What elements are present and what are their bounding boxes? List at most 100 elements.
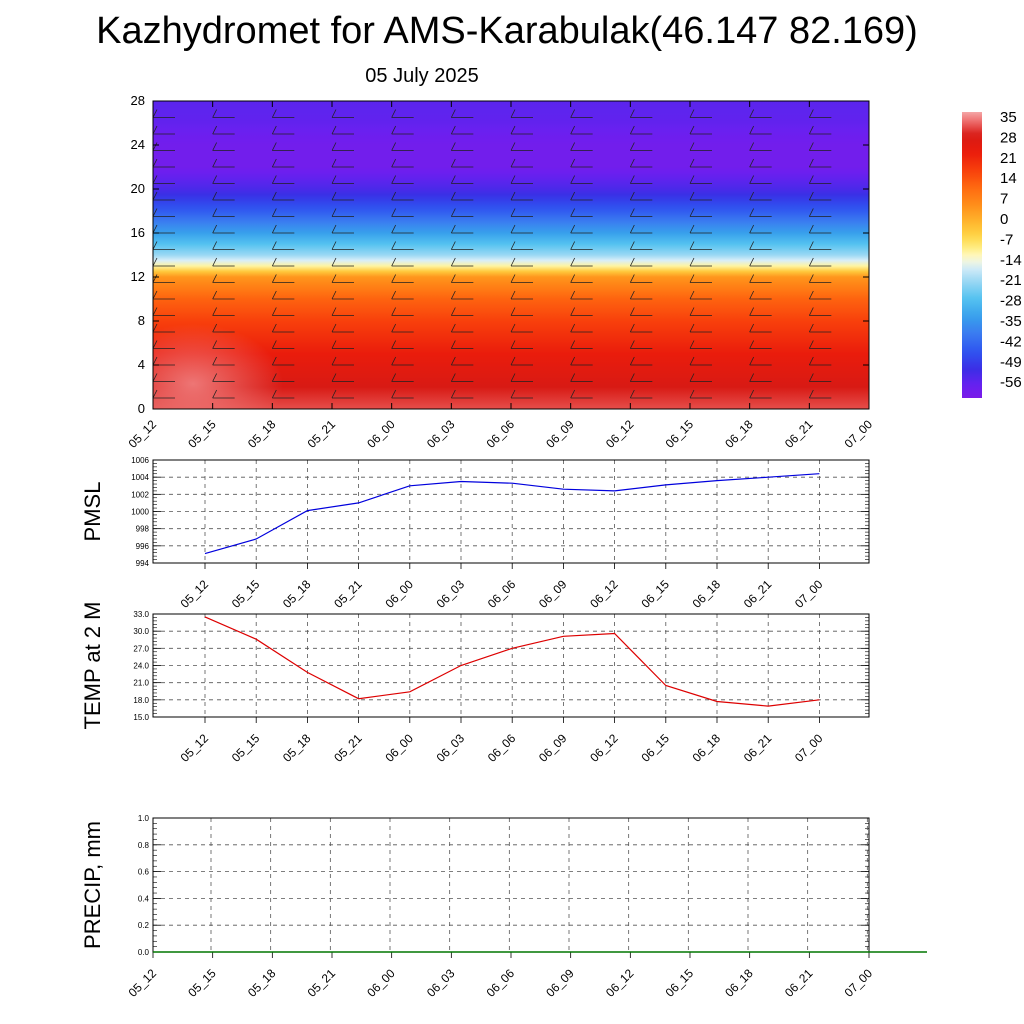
x-tick-label: 05_21 [305, 966, 339, 1000]
colorbar-label: 7 [1000, 191, 1008, 208]
wind-barb-flag [450, 109, 456, 118]
wind-barb-flag [749, 290, 755, 300]
wind-barb-flag [689, 373, 695, 382]
wind-barb-flag [212, 356, 218, 366]
wind-barb-flag [808, 109, 814, 118]
y-tick-label: 0.4 [138, 894, 150, 903]
y-tick-label: 1.0 [138, 814, 150, 823]
wind-barb-flag [271, 274, 277, 283]
wind-barb-flag [212, 158, 218, 168]
wind-barb-flag [749, 323, 755, 333]
colorbar-gradient [962, 112, 982, 398]
x-tick-label: 05_12 [126, 417, 160, 451]
wind-barb-flag [271, 109, 277, 118]
x-tick-label: 07_00 [792, 731, 826, 765]
wind-barb-flag [689, 274, 695, 283]
wind-barb-flag [689, 389, 695, 399]
wind-barb-flag [271, 208, 277, 217]
temp-panel: 15.0 18.0 21.0 24.0 27.0 30.0 33.0 05_12 05_15 05… [80, 602, 870, 765]
y-axis-label: PMSL [80, 482, 105, 542]
wind-barb-flag [868, 331, 869, 332]
x-tick-label: 07_00 [792, 577, 826, 611]
y-tick-label: 998 [136, 525, 150, 534]
wind-barb-flag [689, 257, 695, 267]
wind-barb-flag [450, 373, 456, 382]
x-tick-label: 06_09 [536, 577, 570, 611]
wind-barb-flag [629, 340, 635, 349]
wind-barb-flag [570, 290, 576, 300]
y-tick-label: 0.8 [138, 841, 150, 850]
x-tick-label: 05_21 [331, 731, 365, 765]
wind-barb-flag [570, 373, 576, 382]
wind-barb-flag [629, 323, 635, 333]
wind-barb-flag [391, 257, 397, 267]
wind-barb-flag [153, 373, 158, 382]
x-tick-label: 05_12 [178, 577, 212, 611]
wind-barb-flag [331, 356, 337, 366]
colorbar-label: -21 [1000, 272, 1022, 289]
wind-barb-flag [629, 224, 635, 234]
y-tick-label: 12 [131, 269, 145, 284]
x-tick-label: 06_15 [638, 577, 672, 611]
colorbar-label: -28 [1000, 293, 1022, 310]
wind-barb-flag [868, 265, 869, 266]
wind-barb-flag [391, 323, 397, 333]
wind-barb-flag [510, 307, 516, 316]
x-tick-label: 06_12 [587, 577, 621, 611]
wind-barb-flag [510, 191, 516, 201]
wind-barb-flag [510, 142, 516, 151]
wind-barb-flag [808, 175, 814, 184]
wind-barb-flag [271, 175, 277, 184]
wind-barb-flag [391, 356, 397, 366]
wind-barb-flag [570, 356, 576, 366]
wind-barb-flag [450, 257, 456, 267]
wind-barb-flag [570, 340, 576, 349]
x-tick-label: 06_03 [434, 577, 468, 611]
wind-barb-flag [450, 208, 456, 217]
x-tick-label: 06_15 [638, 731, 672, 765]
wind-barb-flag [749, 356, 755, 366]
wind-barb-flag [689, 290, 695, 300]
wind-barb-flag [153, 323, 158, 333]
wind-barb-flag [570, 175, 576, 184]
wind-barb-flag [153, 191, 158, 201]
wind-barb-flag [868, 298, 869, 299]
wind-barb-flag [391, 340, 397, 349]
wind-barb-flag [510, 109, 516, 118]
y-tick-label: 8 [138, 313, 145, 328]
wind-barb-flag [271, 257, 277, 267]
wind-barb-flag [749, 125, 755, 135]
wind-barb-flag [510, 290, 516, 300]
wind-barb-flag [331, 274, 337, 283]
wind-barb-flag [271, 389, 277, 399]
wind-barb-flag [331, 340, 337, 349]
wind-barb-flag [271, 125, 277, 135]
wind-barb-flag [153, 175, 158, 184]
wind-barb-flag [868, 364, 869, 365]
wind-barb-flag [629, 125, 635, 135]
wind-barb-flag [868, 232, 869, 233]
panel-frame [152, 613, 870, 718]
wind-barb-flag [153, 142, 158, 151]
y-tick-label: 0.0 [138, 948, 150, 957]
y-tick-label: 1000 [131, 508, 149, 517]
x-tick-label: 06_00 [382, 731, 416, 765]
x-tick-label: 06_00 [364, 966, 398, 1000]
wind-barb-flag [749, 241, 755, 250]
x-tick-label: 07_00 [842, 966, 876, 1000]
y-tick-label: 996 [136, 542, 150, 551]
colorbar-label: -56 [1000, 374, 1022, 391]
wind-barb-flag [689, 109, 695, 118]
wind-barb-flag [808, 373, 814, 382]
wind-barb-flag [510, 208, 516, 217]
y-tick-label: 16 [131, 225, 145, 240]
wind-barb-flag [391, 125, 397, 135]
x-tick-label: 06_06 [484, 417, 518, 451]
wind-barb-flag [391, 142, 397, 151]
wind-barb-flag [749, 224, 755, 234]
wind-barb-flag [868, 347, 869, 349]
wind-barb-flag [808, 356, 814, 366]
wind-barb-flag [629, 257, 635, 267]
series-line [204, 616, 820, 707]
wind-barb-flag [212, 241, 218, 250]
